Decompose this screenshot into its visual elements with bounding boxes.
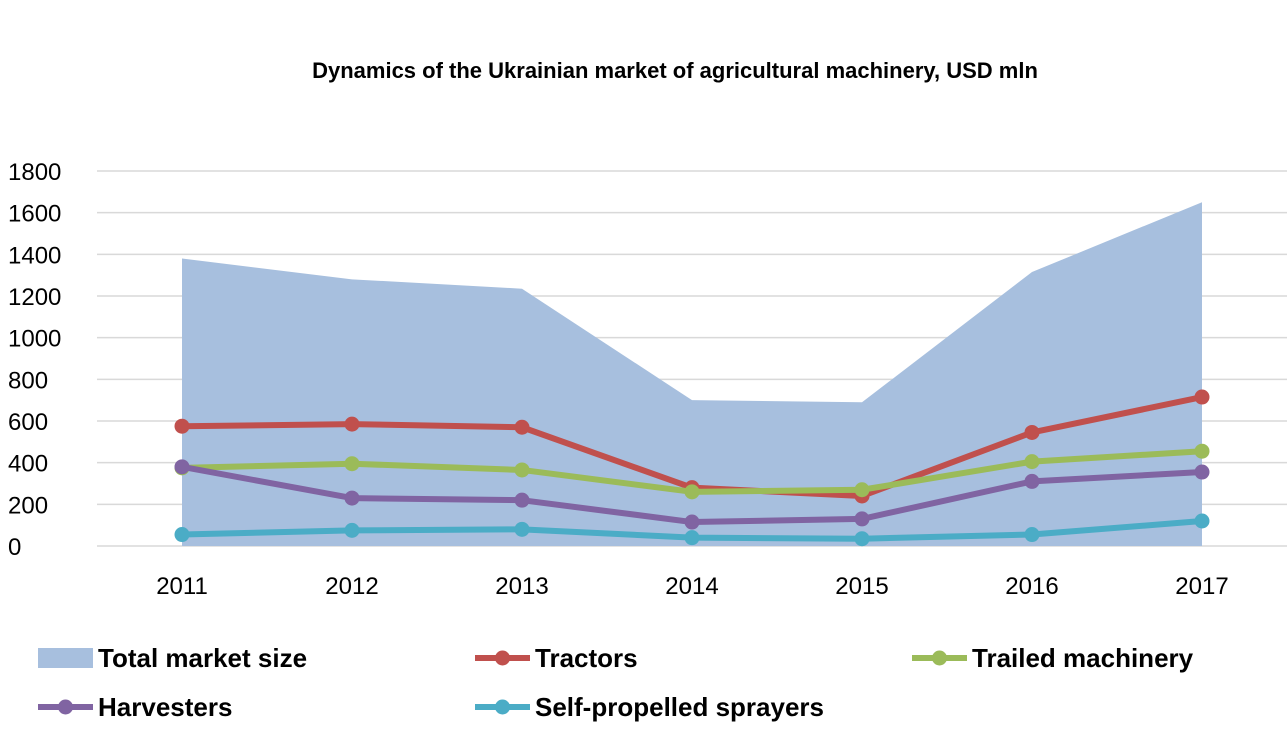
data-point: [1194, 464, 1210, 480]
data-point: [1024, 454, 1040, 470]
legend-item-tractors: Tractors: [475, 643, 638, 673]
y-tick-label: 1600: [8, 201, 61, 228]
y-axis-tick-labels: 0 200 400 600 800 1000 1200 1400 1600 1800: [8, 159, 61, 561]
legend-swatch: [38, 648, 93, 668]
data-point: [514, 492, 530, 508]
data-point: [174, 418, 190, 434]
data-point: [854, 511, 870, 527]
data-point: [1194, 443, 1210, 459]
chart-title: Dynamics of the Ukrainian market of agri…: [312, 58, 1038, 83]
series-total-market-size-area: [182, 202, 1202, 546]
y-tick-label: 1200: [8, 284, 61, 311]
legend-label: Tractors: [535, 643, 638, 673]
data-point: [514, 462, 530, 478]
line-layer: [174, 389, 1210, 547]
legend-item-total-market-size: Total market size: [38, 643, 307, 673]
legend-swatch-marker: [932, 650, 947, 666]
data-point: [684, 530, 700, 546]
y-tick-label: 0: [8, 534, 21, 561]
data-point: [514, 521, 530, 537]
legend-item-self-propelled-sprayers: Self-propelled sprayers: [475, 692, 824, 722]
data-point: [854, 482, 870, 498]
legend-item-trailed-machinery: Trailed machinery: [912, 643, 1194, 673]
x-tick-label: 2013: [495, 573, 548, 600]
x-tick-label: 2015: [835, 573, 888, 600]
x-tick-label: 2014: [665, 573, 718, 600]
series-self-propelled-sprayers: [174, 513, 1210, 547]
data-point: [174, 459, 190, 475]
data-point: [174, 527, 190, 543]
y-tick-label: 400: [8, 451, 48, 478]
legend-swatch-marker: [495, 699, 510, 715]
y-tick-label: 200: [8, 492, 48, 519]
data-point: [684, 484, 700, 500]
data-point: [344, 490, 360, 506]
y-tick-label: 1800: [8, 159, 61, 186]
y-tick-label: 1000: [8, 326, 61, 353]
x-axis-tick-labels: 2011 2012 2013 2014 2015 2016 2017: [156, 573, 1229, 600]
legend-label: Total market size: [98, 643, 307, 673]
data-point: [1024, 527, 1040, 543]
data-point: [344, 522, 360, 538]
x-tick-label: 2016: [1005, 573, 1058, 600]
data-point: [684, 514, 700, 530]
data-point: [1194, 389, 1210, 405]
data-point: [1194, 513, 1210, 529]
data-point: [1024, 424, 1040, 440]
y-tick-label: 1400: [8, 242, 61, 269]
x-tick-label: 2017: [1175, 573, 1228, 600]
legend-swatch-marker: [58, 699, 73, 715]
data-point: [1024, 473, 1040, 489]
data-point: [514, 419, 530, 435]
legend-item-harvesters: Harvesters: [38, 692, 232, 722]
x-tick-label: 2012: [325, 573, 378, 600]
legend-label: Trailed machinery: [972, 643, 1194, 673]
area-layer: [182, 202, 1202, 546]
legend: Total market size Tractors Trailed machine…: [38, 643, 1194, 722]
x-tick-label: 2011: [156, 573, 208, 600]
series-harvesters: [174, 459, 1210, 530]
legend-label: Harvesters: [98, 692, 232, 722]
data-point: [854, 531, 870, 547]
legend-swatch-marker: [495, 650, 510, 666]
y-tick-label: 800: [8, 367, 48, 394]
legend-label: Self-propelled sprayers: [535, 692, 824, 722]
y-tick-label: 600: [8, 409, 48, 436]
data-point: [344, 456, 360, 472]
data-point: [344, 416, 360, 432]
